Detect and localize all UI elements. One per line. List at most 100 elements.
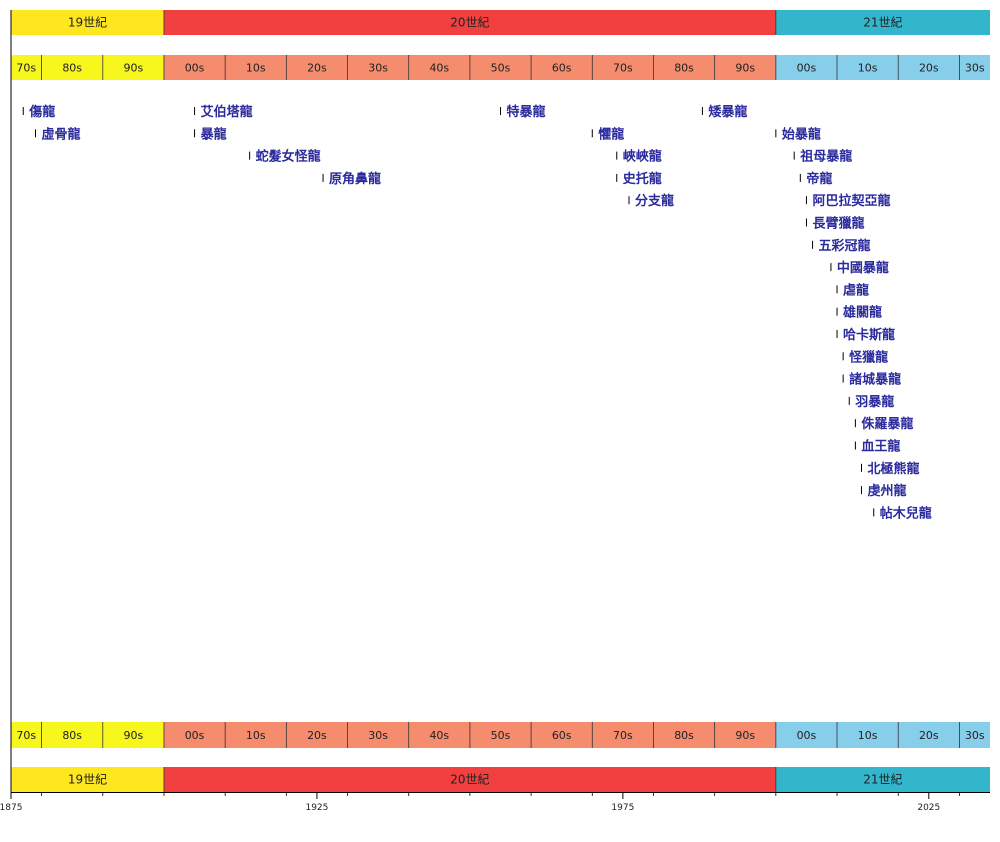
event-label-27: 北極熊龍 [868, 461, 920, 477]
event-label-4: 蛇髮女怪龍 [256, 149, 321, 165]
decade-top-band-3 [163, 55, 226, 80]
century-top-label-2: 21世紀 [863, 16, 902, 30]
decade-bottom-label-9: 60s [552, 729, 572, 742]
axis-tick-label-2: 1975 [611, 803, 634, 813]
decade-bottom-band-11 [653, 722, 715, 748]
event-label-6: 特暴龍 [507, 104, 546, 120]
decade-top-band-6 [347, 55, 409, 80]
event-label-20: 雄關龍 [842, 305, 882, 321]
decade-bottom-band-13 [775, 722, 838, 748]
axis-tick-label-0: 1875 [0, 803, 22, 813]
event-label-17: 五彩冠龍 [819, 238, 871, 254]
decade-bottom-label-2: 90s [124, 729, 144, 742]
decade-top-label-14: 10s [858, 62, 878, 75]
event-label-8: 峽峽龍 [623, 149, 662, 165]
decade-bottom-label-16: 30s [965, 729, 985, 742]
decade-bottom-band-8 [469, 722, 532, 748]
decade-top-label-2: 90s [124, 62, 144, 75]
decade-bottom-band-7 [408, 722, 470, 748]
decade-bottom-band-6 [347, 722, 409, 748]
decade-top-band-12 [714, 55, 776, 80]
decade-top-label-15: 20s [919, 62, 939, 75]
decade-bottom-label-3: 00s [185, 729, 205, 742]
decade-bottom-band-2 [102, 722, 164, 748]
decade-top-label-5: 20s [307, 62, 327, 75]
decade-top-label-9: 60s [552, 62, 572, 75]
decade-top-label-11: 80s [674, 62, 694, 75]
decade-bottom-label-6: 30s [368, 729, 388, 742]
decade-bottom-band-12 [714, 722, 776, 748]
axis-tick-label-1: 1925 [305, 803, 328, 813]
event-label-29: 帖木兒龍 [880, 505, 932, 521]
event-label-26: 血王龍 [861, 439, 900, 455]
century-bottom-band-1 [163, 767, 776, 792]
decade-bottom-band-15 [898, 722, 960, 748]
event-label-18: 中國暴龍 [837, 260, 889, 276]
decade-top-band-0 [11, 55, 42, 80]
event-label-10: 分支龍 [635, 193, 674, 209]
decade-bottom-label-15: 20s [919, 729, 939, 742]
decade-top-band-9 [531, 55, 593, 80]
century-bottom-label-2: 21世紀 [863, 773, 902, 787]
event-label-7: 懼龍 [598, 126, 624, 142]
decade-bottom-label-5: 20s [307, 729, 327, 742]
decade-top-label-3: 00s [185, 62, 205, 75]
event-label-11: 矮暴龍 [708, 104, 747, 120]
decade-top-label-1: 80s [62, 62, 82, 75]
decade-top-label-0: 70s [16, 62, 36, 75]
event-label-5: 原角鼻龍 [329, 171, 381, 187]
event-label-2: 艾伯塔龍 [201, 104, 253, 120]
century-bottom-band-2 [775, 767, 990, 792]
decade-top-label-16: 30s [965, 62, 985, 75]
decade-top-label-6: 30s [368, 62, 388, 75]
event-label-0: 傷龍 [28, 104, 55, 120]
century-top-label-0: 19世紀 [68, 16, 107, 30]
event-label-28: 虔州龍 [868, 483, 907, 499]
decade-bottom-label-14: 10s [858, 729, 878, 742]
event-label-23: 諸城暴龍 [849, 372, 901, 388]
event-label-24: 羽暴龍 [855, 394, 894, 410]
century-bottom-label-0: 19世紀 [68, 773, 107, 787]
decade-bottom-label-4: 10s [246, 729, 266, 742]
decade-bottom-label-13: 00s [797, 729, 817, 742]
century-top-label-1: 20世紀 [450, 16, 489, 30]
event-label-1: 虛骨龍 [41, 126, 80, 142]
decade-top-band-11 [653, 55, 715, 80]
event-label-22: 怪獵龍 [849, 349, 888, 365]
decade-bottom-band-10 [592, 722, 654, 748]
decade-top-label-4: 10s [246, 62, 266, 75]
event-label-25: 侏羅暴龍 [861, 416, 913, 432]
event-label-16: 長臂獵龍 [812, 216, 864, 232]
decade-bottom-label-10: 70s [613, 729, 633, 742]
decade-top-band-4 [225, 55, 287, 80]
decade-top-band-14 [837, 55, 899, 80]
century-top-band-2 [775, 10, 990, 35]
decade-top-band-15 [898, 55, 960, 80]
decade-bottom-band-4 [225, 722, 287, 748]
axis-tick-label-3: 2025 [917, 803, 940, 813]
decade-bottom-label-11: 80s [674, 729, 694, 742]
decade-top-band-13 [775, 55, 838, 80]
decade-top-label-8: 50s [491, 62, 511, 75]
decade-top-band-16 [959, 55, 990, 80]
decade-bottom-band-5 [286, 722, 348, 748]
decade-bottom-label-12: 90s [735, 729, 755, 742]
decade-top-band-1 [41, 55, 103, 80]
decade-top-band-8 [469, 55, 532, 80]
decade-top-label-13: 00s [797, 62, 817, 75]
event-label-13: 祖母暴龍 [799, 149, 852, 165]
decade-bottom-label-0: 70s [16, 729, 36, 742]
decade-top-label-12: 90s [735, 62, 755, 75]
decade-bottom-label-7: 40s [429, 729, 449, 742]
decade-top-label-7: 40s [429, 62, 449, 75]
decade-bottom-band-9 [531, 722, 593, 748]
event-label-15: 阿巴拉契亞龍 [812, 193, 890, 209]
event-label-19: 虐龍 [843, 282, 869, 298]
decade-bottom-band-3 [163, 722, 226, 748]
decade-top-band-10 [592, 55, 654, 80]
event-label-12: 始暴龍 [782, 126, 821, 142]
decade-bottom-band-16 [959, 722, 990, 748]
event-label-21: 哈卡斯龍 [843, 327, 895, 343]
century-bottom-band-0 [11, 767, 164, 792]
decade-bottom-label-8: 50s [491, 729, 511, 742]
